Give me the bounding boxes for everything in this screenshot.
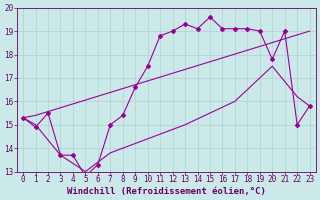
X-axis label: Windchill (Refroidissement éolien,°C): Windchill (Refroidissement éolien,°C) [67,187,266,196]
